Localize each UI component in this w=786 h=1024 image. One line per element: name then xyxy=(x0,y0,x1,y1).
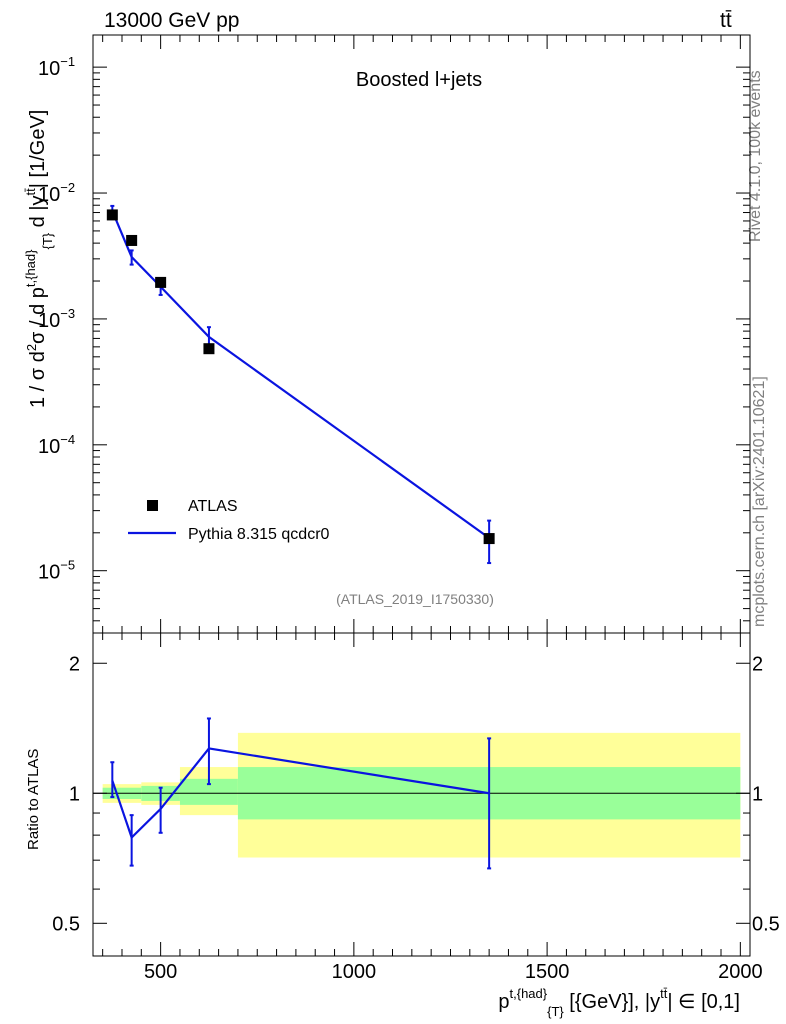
ratio-bands xyxy=(102,732,741,858)
process-label: tt̄ xyxy=(720,9,732,32)
ratio-y-tick-label-left: 1 xyxy=(69,783,80,805)
energy-label: 13000 GeV pp xyxy=(104,9,239,32)
legend-data-label: ATLAS xyxy=(188,498,238,515)
plot-title: Boosted l+jets xyxy=(356,69,482,91)
data-point xyxy=(155,276,167,288)
main-y-tick-label: 10−4 xyxy=(38,432,75,458)
legend-mc-label: Pythia 8.315 qcdcr0 xyxy=(188,526,330,543)
ratio-panel: 0.5 0.5 1 1 2 2 Ratio to ATLAS 500 1000 1500 200… xyxy=(25,632,780,1019)
data-point xyxy=(106,209,118,221)
x-tick-label: 1500 xyxy=(525,961,570,983)
x-tick-label: 1000 xyxy=(332,961,377,983)
main-y-axis-label: 1 / σ d2σ / d pt,{had}{T} d |ytt̄| [1/Ge… xyxy=(23,110,55,408)
main-y-tick-label: 10−1 xyxy=(38,54,75,80)
ratio-y-tick-label-right: 0.5 xyxy=(752,913,780,935)
x-tick-labels: 500 1000 1500 2000 xyxy=(144,961,763,983)
main-y-tick-label: 10−5 xyxy=(38,558,75,584)
ratio-mc-series xyxy=(110,717,492,870)
ratio-y-tick-label-left: 0.5 xyxy=(52,913,80,935)
x-axis-label: pt,{had}{T} [{GeV}], |ytt̄| ∈ [0,1] xyxy=(498,986,740,1019)
main-y-tick-labels: 10−1 10−2 10−3 10−4 10−5 xyxy=(38,54,75,584)
ratio-y-axis-label: Ratio to ATLAS xyxy=(25,749,42,850)
main-frame xyxy=(92,34,751,634)
x-tick-label: 2000 xyxy=(718,961,763,983)
data-point xyxy=(126,234,138,246)
main-ticks xyxy=(93,35,750,633)
rivet-label: Rivet 4.1.0, 100k events xyxy=(747,70,764,242)
data-point xyxy=(483,533,495,545)
data-series xyxy=(106,209,495,545)
ratio-y-tick-label-left: 2 xyxy=(69,653,80,675)
main-y-tick-label: 10−3 xyxy=(38,306,75,332)
legend: ATLAS Pythia 8.315 qcdcr0 xyxy=(128,498,330,543)
ratio-frame xyxy=(92,632,751,957)
ratio-y-tick-label-right: 1 xyxy=(752,783,763,805)
analysis-id: (ATLAS_2019_I1750330) xyxy=(336,591,494,607)
mcplots-label: mcplots.cern.ch [arXiv:2401.10621] xyxy=(751,376,768,627)
mc-series xyxy=(110,204,492,565)
main-panel: 10−1 10−2 10−3 10−4 10−5 Boosted l+jets (ATL… xyxy=(23,34,751,634)
legend-data-marker xyxy=(147,500,158,511)
ratio-ticks: 0.5 0.5 1 1 2 2 xyxy=(52,633,780,956)
main-y-tick-label: 10−2 xyxy=(38,180,75,206)
mc-line xyxy=(111,210,490,539)
x-tick-label: 500 xyxy=(144,961,177,983)
data-point xyxy=(203,343,215,355)
ratio-y-tick-label-right: 2 xyxy=(752,653,763,675)
